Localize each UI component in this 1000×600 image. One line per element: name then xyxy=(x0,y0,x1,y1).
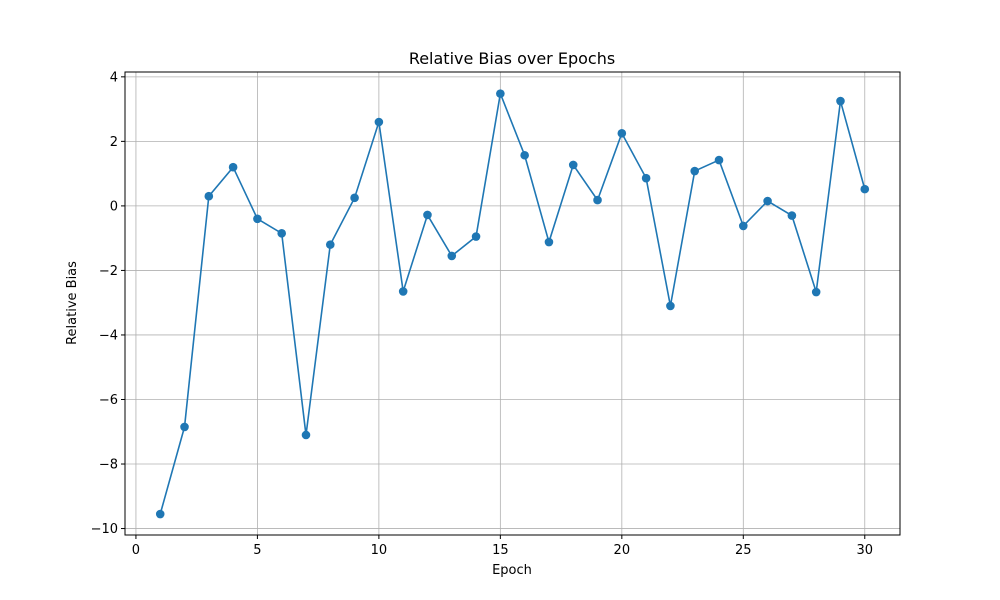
data-point xyxy=(447,251,457,261)
data-point xyxy=(836,96,845,106)
y-axis-ticks: −10 −8 −6 −4 −2 0 2 4 xyxy=(91,70,125,537)
plot-area-frame xyxy=(124,71,901,536)
data-point xyxy=(253,214,262,224)
data-point xyxy=(350,193,359,203)
grid-lines xyxy=(125,72,900,535)
y-tick-label: 4 xyxy=(110,70,118,85)
x-tick-label: 20 xyxy=(614,543,631,558)
data-point xyxy=(690,166,700,176)
y-tick-label: −4 xyxy=(99,328,118,343)
data-point xyxy=(544,237,554,247)
data-point xyxy=(641,173,651,183)
y-axis-label: Relative Bias xyxy=(65,261,80,345)
data-point xyxy=(738,221,748,231)
data-point xyxy=(301,430,311,440)
data-point xyxy=(520,150,529,160)
data-point xyxy=(496,89,505,98)
data-point xyxy=(763,196,772,206)
data-point xyxy=(180,422,189,432)
data-point xyxy=(204,191,214,201)
data-point xyxy=(666,301,675,311)
x-tick-label: 0 xyxy=(132,543,140,558)
series-line xyxy=(159,90,866,515)
data-point xyxy=(860,184,870,194)
y-tick-label: 2 xyxy=(110,135,118,150)
data-point xyxy=(568,160,578,170)
data-point xyxy=(471,232,481,241)
y-tick-label: −10 xyxy=(91,522,118,537)
data-point xyxy=(228,162,238,172)
data-point xyxy=(714,155,724,165)
data-point xyxy=(593,195,602,205)
data-point xyxy=(398,287,408,296)
x-tick-label: 10 xyxy=(371,543,388,558)
data-point xyxy=(787,211,797,220)
y-tick-label: −2 xyxy=(99,264,118,279)
x-tick-label: 25 xyxy=(735,543,752,558)
x-tick-label: 30 xyxy=(856,543,873,558)
data-point xyxy=(155,509,165,519)
y-tick-label: −6 xyxy=(99,393,118,408)
x-axis-label: Epoch xyxy=(492,563,532,578)
data-point xyxy=(811,287,821,297)
data-point xyxy=(374,117,384,127)
data-point xyxy=(423,210,432,220)
data-point xyxy=(277,229,287,238)
series-relative-bias xyxy=(155,89,870,519)
data-point xyxy=(325,240,335,249)
y-tick-label: −8 xyxy=(99,458,118,473)
x-tick-label: 5 xyxy=(253,543,261,558)
chart-title: Relative Bias over Epochs xyxy=(409,49,615,68)
y-tick-label: 0 xyxy=(110,199,118,214)
data-point xyxy=(617,129,627,138)
x-axis-ticks: 0 5 10 15 20 25 30 xyxy=(132,535,873,558)
x-tick-label: 15 xyxy=(492,543,509,558)
